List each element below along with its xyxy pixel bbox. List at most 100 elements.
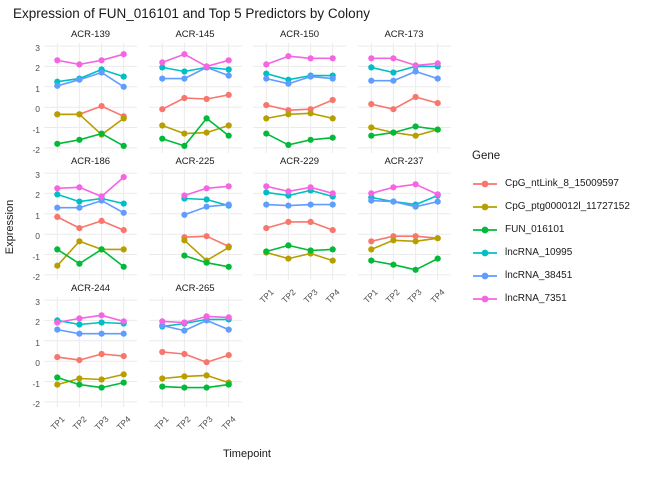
x-tick-label: TP4 [114, 414, 133, 433]
series-lncRNA_7351 [54, 174, 127, 200]
series-CpG_ptg000012l_11727152 [158, 372, 232, 386]
series-FUN_016101 [54, 374, 127, 391]
series-lncRNA_38451 [263, 73, 336, 87]
x-tick-label: TP3 [406, 287, 425, 306]
series-FUN_016101 [180, 252, 232, 270]
series-lncRNA_7351 [158, 51, 232, 70]
facet-panel [44, 297, 137, 407]
facet-ACR-145: ACR-145 [148, 29, 242, 158]
x-axis-title: Timepoint [223, 448, 271, 460]
legend-entry-label: CpG_ntLink_8_15009597 [505, 178, 619, 189]
facet-ACR-244: ACR-244 [44, 283, 137, 412]
series-CpG_ptg000012l_11727152 [367, 235, 441, 253]
facet-ACR-237: ACR-237 [357, 156, 451, 285]
facet-title: ACR-265 [175, 283, 215, 294]
series-lncRNA_38451 [263, 201, 336, 209]
series-lncRNA_7351 [263, 53, 336, 68]
series-FUN_016101 [263, 130, 336, 148]
series-CpG_ptg000012l_11727152 [263, 249, 336, 264]
series-lncRNA_38451 [367, 197, 441, 210]
legend-entry: lncRNA_7351 [472, 287, 630, 310]
series-CpG_ptg000012l_11727152 [54, 371, 127, 388]
y-tick-label: 3 [35, 43, 40, 54]
series-lncRNA_7351 [263, 183, 336, 197]
legend-entry-label: lncRNA_38451 [505, 270, 573, 281]
series-lncRNA_38451 [180, 201, 232, 218]
series-lncRNA_7351 [367, 181, 441, 198]
y-tick-label: -2 [32, 271, 40, 282]
y-tick-label: 1 [35, 337, 40, 348]
y-tick-label: 2 [35, 317, 40, 328]
legend-title: Gene [472, 150, 501, 162]
series-lncRNA_7351 [54, 312, 127, 326]
series-lncRNA_10995 [367, 63, 441, 76]
facet-title: ACR-145 [175, 29, 215, 40]
facet-panel [148, 43, 242, 153]
facet-title: ACR-237 [384, 156, 424, 167]
series-CpG_ntLink_8_15009597 [263, 218, 336, 234]
series-CpG_ptg000012l_11727152 [367, 124, 441, 139]
series-FUN_016101 [367, 255, 441, 273]
legend-key-icon [473, 203, 497, 210]
facet-title: ACR-229 [279, 156, 320, 167]
series-CpG_ntLink_8_15009597 [54, 350, 127, 364]
y-tick-label: -2 [32, 398, 40, 409]
facet-ACR-229: ACR-229 [253, 156, 346, 285]
x-tick-label: TP3 [92, 414, 111, 433]
facet-ACR-265: ACR-265 [148, 283, 242, 412]
facet-panel [357, 170, 451, 280]
legend: Gene CpG_ntLink_8_15009597 CpG_ptg000012l… [472, 150, 630, 310]
x-tick-label: TP2 [70, 414, 89, 433]
facet-panel [148, 297, 242, 407]
y-tick-label: -1 [32, 251, 40, 262]
x-tick-label: TP4 [323, 287, 342, 306]
series-FUN_016101 [54, 246, 127, 270]
y-tick-label: 3 [35, 297, 40, 308]
series-lncRNA_38451 [54, 69, 127, 90]
facet-title: ACR-150 [279, 29, 320, 40]
x-tick-label: TP4 [428, 287, 447, 306]
series-lncRNA_7351 [180, 183, 232, 199]
facet-panel [253, 43, 346, 153]
legend-entry: CpG_ptg000012l_11727152 [472, 195, 630, 218]
legend-entry: CpG_ntLink_8_15009597 [472, 172, 630, 195]
facet-panel [148, 170, 242, 280]
series-lncRNA_7351 [54, 51, 127, 68]
series-lncRNA_38451 [367, 68, 441, 84]
y-tick-label: 0 [35, 231, 40, 242]
series-CpG_ntLink_8_15009597 [54, 103, 127, 120]
facet-panel [44, 170, 137, 280]
x-tick-label: TP3 [197, 414, 216, 433]
y-tick-label: 2 [35, 63, 40, 74]
facet-title: ACR-244 [70, 283, 111, 294]
series-FUN_016101 [158, 115, 232, 149]
legend-entry-label: FUN_016101 [505, 224, 565, 235]
facet-ACR-173: ACR-173 [357, 29, 451, 158]
x-tick-label: TP1 [361, 287, 380, 306]
facet-panel [357, 43, 451, 153]
series-CpG_ntLink_8_15009597 [263, 96, 336, 114]
x-tick-label: TP1 [257, 287, 276, 306]
series-CpG_ptg000012l_11727152 [263, 110, 336, 122]
y-tick-label: 0 [35, 358, 40, 369]
x-tick-label: TP1 [152, 414, 171, 433]
legend-key-icon [473, 180, 497, 187]
series-CpG_ntLink_8_15009597 [54, 213, 127, 234]
legend-entry: lncRNA_38451 [472, 264, 630, 287]
series-FUN_016101 [158, 381, 232, 391]
series-FUN_016101 [54, 130, 127, 149]
series-lncRNA_7351 [158, 313, 232, 326]
series-lncRNA_38451 [158, 64, 232, 82]
y-tick-label: 3 [35, 170, 40, 181]
x-tick-label: TP1 [48, 414, 67, 433]
series-FUN_016101 [367, 123, 441, 139]
facet-panel [253, 170, 346, 280]
facet-ACR-186: ACR-186 [44, 156, 137, 285]
legend-entry: FUN_016101 [472, 218, 630, 241]
series-FUN_016101 [263, 242, 336, 255]
y-tick-label: 1 [35, 210, 40, 221]
y-tick-label: -1 [32, 378, 40, 389]
legend-key-icon [473, 226, 497, 233]
y-tick-label: 2 [35, 190, 40, 201]
